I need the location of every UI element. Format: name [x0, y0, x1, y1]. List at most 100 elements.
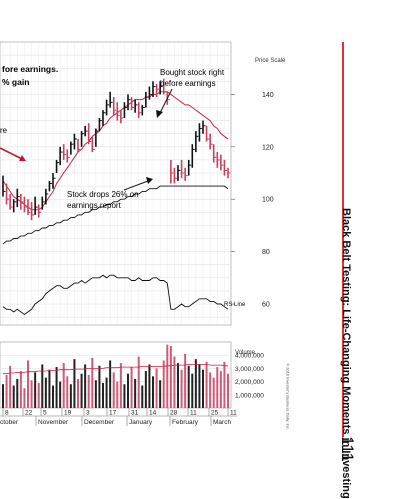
annotation-bought-arrow: [159, 88, 173, 114]
volume-bar: [102, 382, 104, 408]
month-label: ctober: [0, 419, 19, 426]
volume-bar: [77, 378, 79, 408]
annotation-bought-arrowhead: [156, 110, 163, 118]
volume-bar: [202, 369, 204, 408]
volume-bar: [16, 378, 19, 408]
date-tick-label: 25: [211, 410, 219, 417]
volume-bar: [177, 363, 179, 408]
volume-bar: [19, 371, 22, 408]
volume-bar: [137, 356, 140, 408]
volume-bar: [219, 371, 222, 408]
volume-average-line: [3, 364, 228, 375]
volume-bar: [69, 384, 72, 408]
page-margin-rule: [342, 42, 344, 437]
volume-bar: [191, 373, 194, 408]
date-tick-label: 8: [5, 410, 9, 417]
volume-bar: [123, 384, 126, 408]
price-volume-chart: fore earnings. % gain re Bought stock ri…: [0, 41, 286, 426]
volume-bar: [216, 367, 219, 408]
date-tick-label: 14: [149, 410, 157, 417]
chart-title-line-1: fore earnings.: [2, 64, 58, 74]
volume-bar: [23, 388, 26, 408]
annotation-bought-line-2: before earnings: [160, 79, 216, 88]
volume-bar: [155, 368, 158, 408]
rs-line-label: RS Line: [224, 302, 246, 308]
volume-bar: [173, 356, 176, 408]
date-tick-label: 5: [43, 410, 47, 417]
price-tick-label: 140: [262, 92, 274, 99]
date-tick-label: 19: [64, 410, 72, 417]
date-tick-label: 28: [170, 410, 178, 417]
volume-tick-label: 4,000,000: [235, 353, 264, 360]
volume-panel-frame: [0, 341, 232, 409]
annotation-drop-arrowhead: [146, 177, 153, 184]
left-annotation-arrowhead: [19, 155, 26, 161]
volume-tick-label: 1,000,000: [235, 392, 264, 399]
date-tick-label: 11: [190, 410, 197, 417]
annotation-drop-arrow: [123, 180, 149, 191]
volume-bar: [148, 364, 151, 408]
month-label: March: [213, 419, 231, 426]
volume-bar: [198, 364, 201, 408]
date-tick-label: 31: [131, 410, 139, 417]
price-tick-label: 100: [262, 197, 274, 204]
volume-bar: [48, 369, 51, 408]
ma-200-line: [2, 185, 229, 245]
volume-bar: [62, 363, 65, 408]
volume-bar: [66, 376, 69, 408]
volume-bar: [130, 367, 133, 408]
volume-bar: [119, 363, 122, 408]
volume-bar: [94, 380, 97, 408]
volume-bar: [205, 361, 208, 408]
rs-line: [2, 274, 229, 316]
volume-bar: [141, 385, 144, 408]
volume-bar: [152, 376, 154, 408]
price-axis-ticks: 140 120 100 80 60: [231, 92, 274, 309]
volume-bar: [87, 375, 90, 408]
annotation-drop-line-1: Stock drops 26% on: [67, 190, 139, 199]
volume-bar: [98, 365, 101, 408]
volume-bar: [55, 367, 58, 408]
chart-title-line-2: % gain: [2, 77, 29, 87]
volume-bar: [52, 385, 54, 408]
date-tick-label: 11: [230, 410, 237, 417]
volume-bar: [166, 344, 169, 408]
month-label: January: [129, 419, 153, 426]
volume-bar: [59, 381, 62, 408]
running-title: Black Belt Testing: Life-Changing Moment…: [340, 208, 352, 499]
month-label: February: [172, 419, 199, 426]
volume-bar: [134, 378, 137, 408]
page-number: 111: [338, 436, 357, 462]
date-tick-label: 17: [109, 410, 117, 417]
price-panel-frame: [0, 41, 232, 326]
ma-50-line: [2, 91, 229, 211]
volume-bar: [223, 361, 226, 408]
volume-bar: [194, 359, 197, 408]
price-tick-label: 120: [262, 144, 274, 151]
volume-bar: [209, 372, 212, 408]
volume-bar: [187, 365, 190, 408]
volume-bar: [212, 377, 215, 408]
volume-bar: [27, 360, 29, 408]
volume-bar: [80, 373, 83, 408]
volume-bar: [44, 377, 47, 408]
annotation-drop-line-2: earnings report: [67, 201, 122, 210]
volume-bar: [2, 384, 4, 408]
month-label: December: [84, 419, 115, 426]
volume-bar: [9, 365, 12, 408]
volume-bar: [5, 375, 8, 408]
volume-tick-label: 2,000,000: [235, 379, 264, 386]
left-annotation-arrow: [0, 147, 25, 161]
volume-bar: [180, 369, 183, 408]
left-annotation-fragment: re: [0, 126, 8, 135]
volume-bar: [30, 380, 33, 408]
price-tick-label: 60: [262, 302, 270, 309]
volume-bar: [73, 359, 76, 408]
date-tick-label: 3: [86, 410, 90, 417]
chart-grid: [0, 41, 232, 409]
date-axis: 8 22 5 19 3 17 31 14 28 11 25 11 ctober November Decem…: [0, 408, 237, 426]
annotation-bought-line-1: Bought stock right: [160, 68, 225, 77]
price-tick-label: 80: [262, 249, 270, 256]
volume-bar: [41, 364, 44, 408]
volume-bar: [159, 380, 162, 408]
